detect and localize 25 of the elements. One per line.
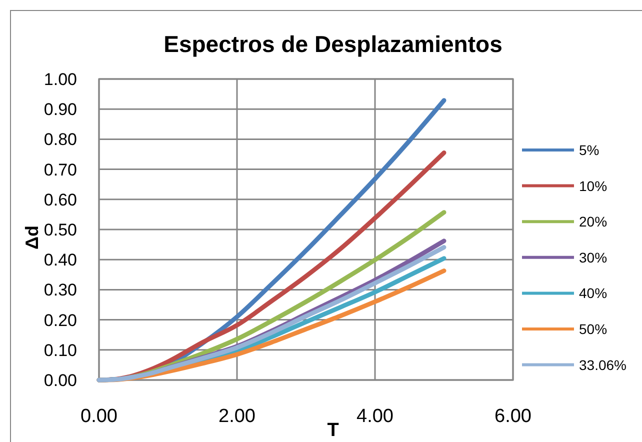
legend-label: 30% (579, 249, 608, 266)
x-tick-label: 6.00 (494, 406, 532, 427)
y-tick-label: 0.00 (44, 371, 77, 390)
y-tick-label: 0.90 (44, 100, 77, 120)
y-tick-label: 0.30 (44, 280, 77, 300)
legend-label: 20% (579, 214, 608, 230)
y-tick-label: 0.80 (44, 130, 77, 150)
legend-label: 10% (579, 178, 608, 194)
y-tick-label: 0.20 (44, 310, 77, 330)
x-tick-label: 2.00 (218, 406, 256, 427)
legend-label: 40% (579, 285, 608, 302)
x-tick-label: 4.00 (356, 406, 394, 427)
y-tick-label: 0.10 (44, 340, 77, 360)
legend-label: 50% (579, 321, 608, 337)
chart-title: Espectros de Desplazamientos (164, 31, 502, 57)
y-tick-label: 0.40 (44, 250, 77, 270)
x-tick-label: 0.00 (80, 406, 118, 427)
legend-label: 5% (579, 142, 600, 158)
y-axis-title: Δd (22, 226, 42, 250)
x-axis-title: T (327, 420, 340, 441)
y-tick-label: 0.70 (44, 160, 77, 180)
y-tick-label: 1.00 (44, 70, 77, 89)
legend-label: 33.06% (579, 356, 626, 373)
y-tick-label: 0.60 (44, 190, 77, 210)
y-tick-label: 0.50 (44, 220, 77, 240)
